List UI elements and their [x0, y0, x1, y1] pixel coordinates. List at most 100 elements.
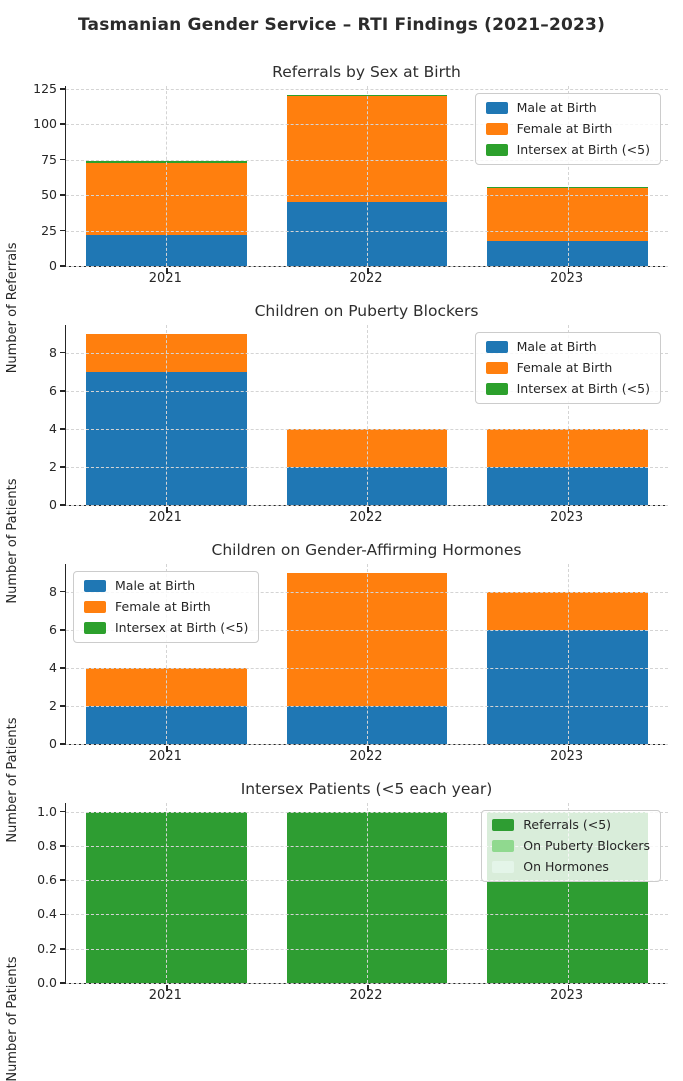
- page-title: Tasmanian Gender Service – RTI Findings …: [77, 15, 606, 35]
- y-tick: [60, 982, 66, 984]
- y-tick-label: 0: [49, 258, 57, 273]
- gridline: [66, 505, 668, 506]
- puberty-blockers-chart-title: Children on Puberty Blockers: [254, 302, 479, 320]
- legend-item-label: Intersex at Birth (<5): [115, 620, 249, 635]
- gridline: [567, 803, 569, 983]
- y-tick-label: 4: [49, 420, 57, 436]
- legend-swatch-icon: [492, 840, 515, 852]
- puberty-blockers-chart: Children on Puberty Blockers Number of P…: [0, 300, 683, 603]
- referrals-chart-body: Number of Referrals 0 25 50 75 100 125 Male at…: [5, 81, 668, 373]
- gridline: [166, 325, 168, 505]
- legend-item: Female at Birth: [84, 600, 248, 614]
- y-tick-label: 6: [49, 382, 57, 398]
- intersex-chart-body: Number of Patients 0.0 0.2 0.4 0.6 0.8 1.0 Ref…: [5, 803, 668, 1081]
- y-tick-label: 25: [41, 222, 57, 238]
- referrals-x-axis: 2021 2022 2023: [65, 267, 668, 289]
- y-tick-label: 2: [49, 697, 57, 713]
- bar-segment: [286, 428, 448, 467]
- y-tick: [60, 590, 66, 593]
- bar-segment: [286, 811, 448, 983]
- x-tick: [567, 507, 570, 513]
- gridline: [66, 744, 668, 745]
- legend-item: Referrals (<5): [492, 818, 650, 832]
- gridline: [567, 325, 569, 505]
- gridline: [166, 803, 168, 983]
- y-tick: [60, 466, 66, 468]
- legend-item-label: Male at Birth: [516, 100, 597, 115]
- y-tick: [60, 229, 66, 232]
- intersex-x-axis: 2021 2022 2023: [65, 984, 668, 1006]
- y-tick-label: 75: [41, 151, 57, 167]
- legend-swatch-icon: [485, 144, 508, 156]
- x-tick-label: 2023: [550, 749, 584, 764]
- gridline: [367, 803, 368, 983]
- hormones-chart-body: Number of Patients 0 2 4 6 8 Male at Birth Fem…: [5, 564, 668, 842]
- hormones-plot-area: 0 2 4 6 8 Male at Birth Female at Birth Interse…: [49, 564, 668, 752]
- legend-item: Female at Birth: [485, 121, 650, 136]
- x-tick: [567, 746, 570, 752]
- bar-segment: [286, 705, 448, 744]
- y-tick: [60, 810, 66, 813]
- puberty-blockers-plot-area: 0 2 4 6 8 Male at Birth Female at Birth Interse…: [49, 325, 668, 513]
- gridline: [166, 86, 168, 266]
- legend-swatch-icon: [485, 383, 508, 395]
- x-tick-label: 2022: [349, 271, 383, 286]
- legend-swatch-icon: [84, 580, 106, 592]
- y-tick: [60, 667, 66, 669]
- legend-swatch-icon: [492, 861, 515, 873]
- legend-item: Intersex at Birth (<5): [485, 143, 650, 157]
- legend-swatch-icon: [485, 102, 508, 114]
- y-tick-label: 8: [49, 344, 57, 360]
- x-tick-label: 2022: [349, 749, 383, 764]
- y-tick-label: 6: [49, 621, 57, 637]
- legend-item: Intersex at Birth (<5): [84, 621, 248, 635]
- x-tick: [567, 268, 570, 274]
- x-tick-label: 2022: [349, 510, 383, 525]
- x-tick-label: 2021: [148, 271, 182, 286]
- legend-item-label: Intersex at Birth (<5): [516, 381, 650, 396]
- legend: Male at Birth Female at Birth Intersex at …: [474, 332, 661, 404]
- legend-swatch-icon: [492, 819, 515, 831]
- x-tick: [367, 268, 369, 274]
- gridline: [66, 266, 668, 267]
- x-tick-label: 2021: [148, 510, 182, 525]
- y-tick: [60, 123, 66, 126]
- x-tick-label: 2022: [349, 988, 383, 1003]
- legend-swatch-icon: [485, 341, 508, 353]
- x-tick: [166, 507, 168, 513]
- bar-segment: [286, 466, 448, 505]
- x-tick-label: 2023: [550, 271, 584, 286]
- legend-item-label: Female at Birth: [516, 121, 613, 136]
- y-tick: [60, 913, 66, 916]
- intersex-plot-area: 0.0 0.2 0.4 0.6 0.8 1.0 Referrals (<5) On Puber…: [37, 803, 668, 991]
- puberty-blockers-x-axis: 2021 2022 2023: [65, 506, 668, 528]
- y-tick: [60, 628, 66, 631]
- y-tick: [60, 265, 66, 267]
- x-tick-label: 2023: [550, 510, 584, 525]
- y-tick-label: 0.6: [37, 872, 57, 888]
- x-tick-label: 2023: [550, 988, 584, 1003]
- legend-item: Male at Birth: [485, 339, 650, 354]
- y-tick: [60, 158, 66, 161]
- y-tick: [60, 879, 66, 881]
- y-tick: [60, 88, 66, 90]
- y-tick: [60, 743, 66, 745]
- legend-swatch-icon: [84, 601, 106, 613]
- y-tick-label: 0: [49, 736, 57, 751]
- y-tick-label: 0.8: [37, 837, 57, 853]
- x-tick: [567, 985, 570, 991]
- bar-segment: [286, 94, 448, 96]
- legend-item: Male at Birth: [485, 100, 650, 115]
- gridline: [367, 86, 368, 266]
- y-tick-label: 100: [33, 116, 57, 132]
- hormones-x-axis: 2021 2022 2023: [65, 745, 668, 767]
- y-tick-label: 0.0: [37, 975, 57, 990]
- x-tick: [367, 746, 369, 752]
- legend-item-label: Male at Birth: [516, 339, 597, 354]
- legend-item: On Puberty Blockers: [492, 839, 650, 853]
- y-tick: [60, 705, 66, 707]
- legend-item-label: On Puberty Blockers: [523, 838, 650, 853]
- referrals-chart-title: Referrals by Sex at Birth: [272, 63, 461, 81]
- legend-item-label: On Hormones: [523, 859, 609, 874]
- bar-segment: [286, 95, 448, 203]
